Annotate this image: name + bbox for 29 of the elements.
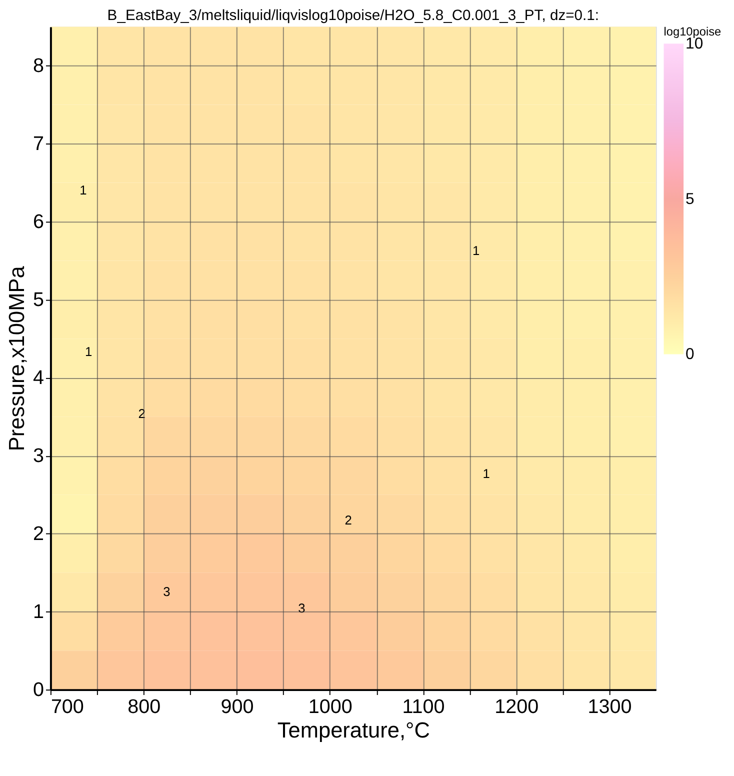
chart-title: B_EastBay_3/meltsliquid/liqvislog10poise/H2O_5.8_C0.001_3_PT, dz=0.1: <box>107 8 600 24</box>
x-tick-label: 1200 <box>494 696 539 718</box>
x-tick-label: 1000 <box>308 696 352 718</box>
annotation: 2 <box>138 406 146 421</box>
annotation: 1 <box>80 182 87 198</box>
y-axis-title: Pressure,x100MPa <box>4 265 30 452</box>
y-tick-label: 8 <box>33 55 44 78</box>
y-tick-label: 4 <box>33 367 44 390</box>
y-tick-label: 6 <box>33 211 44 234</box>
x-tick-label: 1300 <box>588 696 632 718</box>
y-tick-label: 5 <box>33 289 44 312</box>
y-tick-label: 2 <box>33 523 44 546</box>
annotation: 3 <box>163 584 170 600</box>
annotation: 2 <box>344 512 352 528</box>
annotation: 1 <box>472 242 480 258</box>
annotation: 3 <box>298 600 306 616</box>
y-tick-label: 3 <box>33 445 44 468</box>
annotation: 1 <box>85 344 92 360</box>
x-tick-label: 1100 <box>402 696 445 718</box>
annotation: 1 <box>482 466 490 482</box>
color-bar-label: 0 <box>686 346 695 364</box>
y-tick-label: 7 <box>33 133 44 156</box>
x-tick-label: 900 <box>220 696 254 718</box>
x-tick-label: 800 <box>128 696 161 718</box>
color-bar-label: 5 <box>686 190 695 208</box>
x-axis-title: Temperature,°C <box>277 718 430 743</box>
y-tick-label: 1 <box>33 601 44 624</box>
x-tick-label: 700 <box>50 696 84 718</box>
y-tick-label: 0 <box>33 678 44 701</box>
